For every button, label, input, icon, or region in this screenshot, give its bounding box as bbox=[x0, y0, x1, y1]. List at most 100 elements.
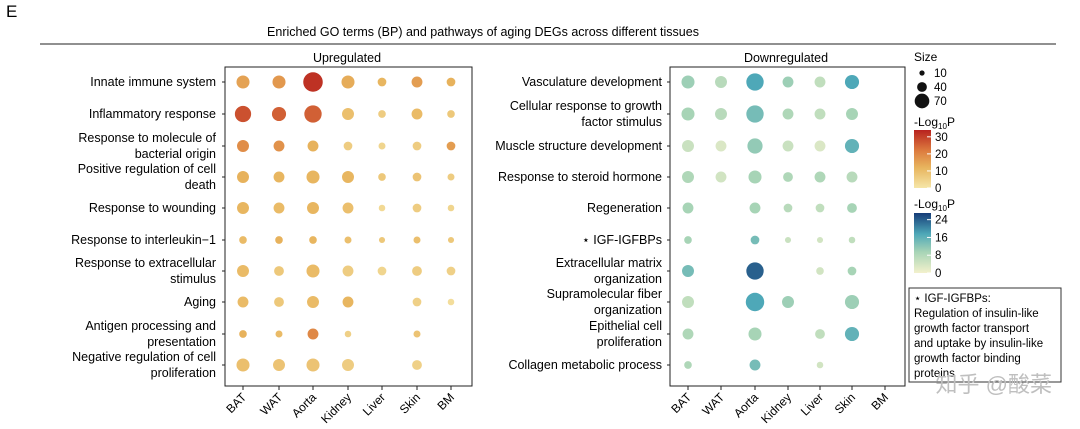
row-label: Response to steroid hormone bbox=[498, 170, 662, 184]
bubble-point bbox=[783, 203, 793, 213]
bubble-point bbox=[682, 296, 694, 308]
column-label: WAT bbox=[699, 390, 727, 418]
bubble-point bbox=[814, 108, 826, 120]
igf-note-line-2: Regulation of insulin-like bbox=[914, 308, 1039, 320]
bubble-point bbox=[447, 204, 455, 212]
row-label-line: ⋆ IGF-IGFBPs bbox=[582, 233, 662, 247]
bubble-point bbox=[684, 236, 692, 244]
bubble-point bbox=[411, 76, 423, 88]
row-label-line: factor stimulus bbox=[581, 115, 662, 129]
bubble-point bbox=[342, 296, 354, 308]
bubble-point bbox=[682, 265, 694, 277]
bubble-point bbox=[844, 138, 860, 154]
row-label-line: organization bbox=[594, 303, 662, 317]
bubble-point bbox=[274, 297, 284, 307]
bubble-point bbox=[342, 359, 354, 371]
bubble-point bbox=[307, 296, 319, 308]
row-label: Muscle structure development bbox=[495, 139, 662, 153]
size-legend-dot bbox=[919, 70, 925, 76]
bubble-point bbox=[844, 74, 860, 90]
down-color-legend-title-main: -Log bbox=[914, 197, 938, 211]
bubble-point bbox=[447, 236, 455, 244]
bubble-point bbox=[412, 266, 422, 276]
column-label: Kidney bbox=[318, 390, 354, 426]
color-tick-label: 16 bbox=[935, 232, 948, 244]
bubble-point bbox=[342, 108, 354, 120]
row-label: Response to extracellular stimulus bbox=[75, 256, 216, 286]
column-label: BAT bbox=[668, 390, 694, 416]
bubble-point bbox=[273, 359, 285, 371]
bubble-point bbox=[816, 267, 824, 275]
column-label: Kidney bbox=[758, 390, 794, 426]
bubble-point bbox=[784, 236, 792, 244]
bubble-point bbox=[236, 358, 250, 372]
bubble-point bbox=[447, 173, 455, 181]
up-color-bar bbox=[914, 130, 931, 188]
bubble-point bbox=[847, 266, 857, 276]
igf-note-box bbox=[908, 287, 1062, 383]
bubble-point bbox=[306, 170, 320, 184]
row-label: Extracellular matrix organization bbox=[556, 256, 663, 286]
row-label-line: proliferation bbox=[151, 366, 216, 380]
bubble-point bbox=[446, 141, 456, 151]
column-label: Skin bbox=[397, 390, 423, 416]
row-label-line: Positive regulation of cell bbox=[78, 162, 216, 176]
color-tick-label: 30 bbox=[935, 132, 948, 144]
bubble-point bbox=[378, 142, 386, 150]
bubble-point bbox=[745, 292, 765, 312]
bubble-point bbox=[715, 171, 727, 183]
row-label: Antigen processing and presentation bbox=[85, 319, 216, 349]
down-color-ticks: 24 16 8 0 bbox=[927, 215, 948, 280]
bubble-point bbox=[307, 202, 319, 214]
row-label: Aging bbox=[184, 295, 216, 309]
size-legend-dot bbox=[917, 82, 927, 92]
bubble-point bbox=[782, 296, 794, 308]
column-label: Aorta bbox=[731, 390, 761, 420]
row-label-line: Cellular response to growth bbox=[510, 99, 662, 113]
size-legend: 10 40 70 bbox=[914, 68, 947, 109]
bubble-point bbox=[273, 140, 285, 152]
bubble-point bbox=[846, 108, 858, 120]
row-label-line: presentation bbox=[147, 335, 216, 349]
bubble-point bbox=[413, 330, 421, 338]
bubble-point bbox=[814, 76, 826, 88]
bubble-point bbox=[341, 75, 355, 89]
row-label: Positive regulation of cell death bbox=[78, 162, 216, 192]
row-label-line: Inflammatory response bbox=[89, 107, 216, 121]
bubble-point bbox=[747, 138, 763, 154]
bubble-point bbox=[816, 361, 824, 369]
downregulated-subtitle: Downregulated bbox=[744, 51, 828, 65]
row-label-line: Collagen metabolic process bbox=[508, 358, 662, 372]
bubble-point bbox=[237, 202, 249, 214]
bubble-point bbox=[307, 328, 319, 340]
bubble-point bbox=[782, 108, 794, 120]
panel-letter: E bbox=[6, 2, 17, 21]
upregulated-panel: Innate immune system Inflammatory respons… bbox=[71, 66, 473, 426]
bubble-point bbox=[378, 173, 386, 181]
color-tick-label: 8 bbox=[935, 250, 941, 262]
color-tick-label: 20 bbox=[935, 149, 948, 161]
bubble-point bbox=[413, 236, 421, 244]
column-label: Skin bbox=[832, 390, 858, 416]
bubble-point bbox=[844, 294, 860, 310]
color-tick-label: 0 bbox=[935, 183, 941, 195]
bubble-point bbox=[815, 329, 825, 339]
row-label-line: Innate immune system bbox=[90, 75, 216, 89]
bubble-point bbox=[681, 107, 695, 121]
bubble-point bbox=[749, 202, 761, 214]
igf-note-line-5: growth factor binding bbox=[914, 353, 1021, 365]
bubble-point bbox=[412, 203, 422, 213]
bubble-point bbox=[681, 75, 695, 89]
column-label: Liver bbox=[798, 390, 826, 418]
bubble-point bbox=[750, 235, 760, 245]
row-label-line: Negative regulation of cell bbox=[72, 350, 216, 364]
bubble-point bbox=[682, 328, 694, 340]
bubble-point bbox=[309, 236, 317, 244]
bubble-point bbox=[239, 330, 247, 338]
row-label-line: Epithelial cell bbox=[589, 319, 662, 333]
igf-note-line-3: growth factor transport bbox=[914, 323, 1030, 335]
bubble-point bbox=[271, 106, 287, 122]
bubble-point bbox=[815, 203, 825, 213]
color-tick-label: 0 bbox=[935, 268, 941, 280]
